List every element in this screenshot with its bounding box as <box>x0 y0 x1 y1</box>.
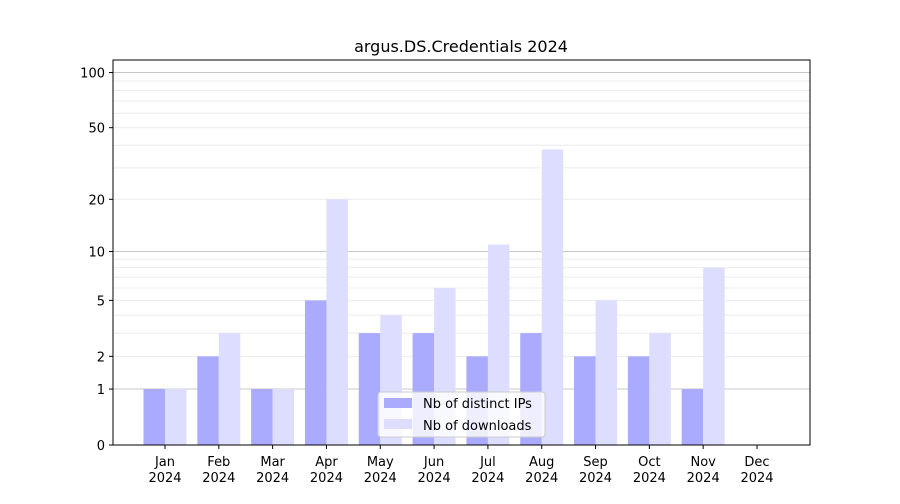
bar-distinct-ips <box>358 333 381 445</box>
x-tick-label: May 2024 <box>364 455 397 486</box>
x-axis: Jan 2024 Feb 2024 Mar 2024 Apr 2024 May 2024 Jun 20… <box>148 445 774 486</box>
bar-downloads <box>165 389 187 445</box>
bar-distinct-ips <box>143 389 165 445</box>
bar-downloads <box>703 267 725 445</box>
bar-downloads <box>326 199 348 445</box>
y-tick-label: 10 <box>88 245 105 260</box>
y-tick-label: 20 <box>88 193 105 208</box>
bar-distinct-ips <box>627 356 650 445</box>
x-tick-label: Dec 2024 <box>740 455 773 486</box>
grid <box>113 72 810 390</box>
legend-swatch-downloads <box>384 419 412 429</box>
legend-swatch-distinct-ips <box>384 398 412 408</box>
x-tick-label: Apr 2024 <box>310 455 343 486</box>
x-tick-label: Jan 2024 <box>148 455 181 486</box>
legend: Nb of distinct IPs Nb of downloads <box>377 391 546 438</box>
y-tick-label: 1 <box>97 383 105 398</box>
x-tick-label: Mar 2024 <box>256 455 289 486</box>
x-tick-label: Oct 2024 <box>633 455 666 486</box>
plot-frame <box>112 59 811 446</box>
x-tick-label: Nov 2024 <box>687 455 720 486</box>
x-tick-label: Sep 2024 <box>579 455 612 486</box>
x-tick-label: Aug 2024 <box>525 455 558 486</box>
y-axis: 0 1 2 5 10 20 50 100 <box>80 67 113 454</box>
bar-downloads <box>218 333 241 445</box>
bar-distinct-ips <box>251 389 273 445</box>
chart-title: argus.DS.Credentials 2024 <box>354 37 568 56</box>
bar-downloads <box>649 333 671 445</box>
bar-distinct-ips <box>304 300 327 445</box>
legend-box <box>377 391 546 438</box>
x-tick-label: Feb 2024 <box>202 455 235 486</box>
y-tick-label: 0 <box>97 439 105 454</box>
y-tick-label: 2 <box>97 350 105 365</box>
y-tick-label: 5 <box>97 294 105 309</box>
legend-label-downloads: Nb of downloads <box>423 419 532 434</box>
bar-distinct-ips <box>197 356 219 445</box>
bar-downloads <box>541 149 564 445</box>
y-tick-label: 50 <box>88 122 105 137</box>
y-tick-label: 100 <box>80 67 105 82</box>
legend-label-distinct-ips: Nb of distinct IPs <box>423 397 532 412</box>
bar-downloads <box>595 300 618 445</box>
bar-distinct-ips <box>681 389 704 445</box>
bar-downloads <box>272 389 295 445</box>
x-tick-label: Jul 2024 <box>471 455 504 486</box>
bar-distinct-ips <box>574 356 596 445</box>
x-tick-label: Jun 2024 <box>418 455 451 486</box>
